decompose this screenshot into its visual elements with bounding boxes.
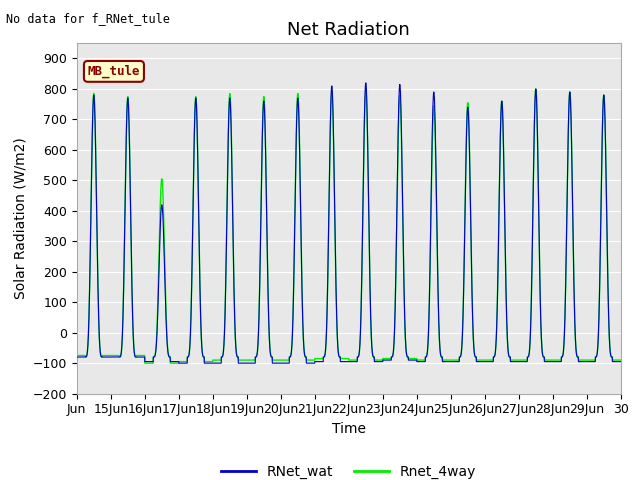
Rnet_4way [398, 175, 406, 180]
Rnet_4way [73, 353, 81, 359]
Text: MB_tule: MB_tule [88, 65, 140, 78]
RNet_wat [499, 100, 506, 106]
RNet_wat [398, 175, 406, 180]
RNet_wat [186, 346, 193, 351]
RNet_wat [617, 359, 625, 364]
Legend: RNet_wat, Rnet_4way: RNet_wat, Rnet_4way [216, 459, 482, 480]
RNet_wat [362, 80, 369, 86]
Rnet_4way [525, 353, 532, 359]
Rnet_4way [532, 86, 540, 92]
Rnet_4way [141, 360, 148, 366]
Title: Net Radiation: Net Radiation [287, 21, 410, 39]
RNet_wat [539, 353, 547, 359]
Line: RNet_wat: RNet_wat [77, 83, 621, 363]
Y-axis label: Solar Radiation (W/m2): Solar Radiation (W/m2) [13, 138, 27, 299]
Line: Rnet_4way: Rnet_4way [77, 89, 621, 363]
Rnet_4way [539, 353, 547, 359]
RNet_wat [73, 354, 81, 360]
Rnet_4way [498, 99, 506, 105]
RNet_wat [369, 353, 377, 359]
Rnet_4way [617, 357, 625, 363]
X-axis label: Time: Time [332, 422, 366, 436]
Text: No data for f_RNet_tule: No data for f_RNet_tule [6, 12, 170, 25]
Rnet_4way [186, 346, 193, 351]
RNet_wat [525, 353, 532, 359]
RNet_wat [175, 360, 182, 366]
Rnet_4way [369, 353, 377, 359]
